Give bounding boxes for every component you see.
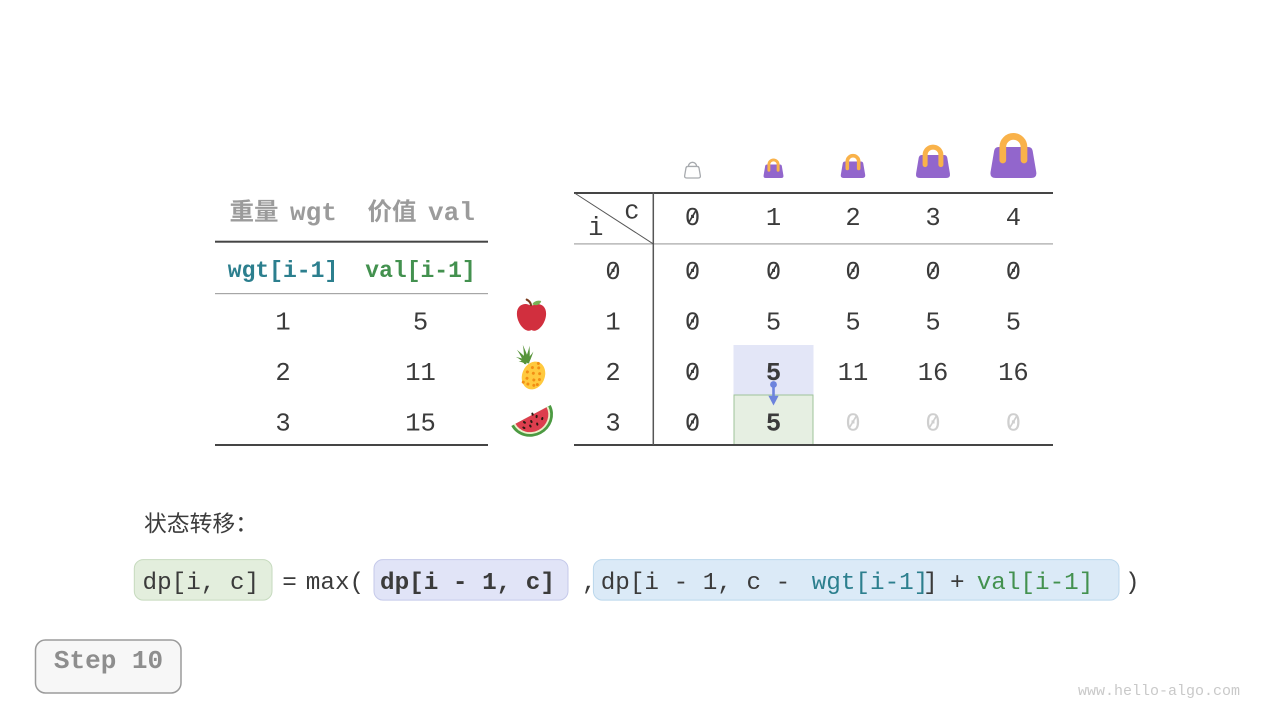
svg-text:0: 0 (925, 258, 940, 287)
svg-text:4: 4 (1006, 204, 1021, 233)
svg-text:wgt[i-1]: wgt[i-1] (812, 570, 929, 597)
svg-text:0: 0 (685, 308, 700, 337)
svg-text:11: 11 (838, 359, 869, 388)
svg-text:0: 0 (845, 258, 860, 287)
svg-text:3: 3 (925, 204, 940, 233)
svg-text:wgt[i-1]: wgt[i-1] (228, 258, 338, 284)
svg-text:2: 2 (605, 359, 620, 388)
svg-text:3: 3 (605, 409, 620, 438)
svg-text:]: ] (923, 570, 938, 597)
svg-text:0: 0 (1006, 409, 1021, 438)
svg-text:val[i-1]: val[i-1] (365, 258, 475, 284)
svg-text:dp[i - 1, c -: dp[i - 1, c - (601, 570, 791, 597)
svg-text:0: 0 (685, 258, 700, 287)
svg-text:15: 15 (405, 409, 436, 438)
svg-text:5: 5 (766, 409, 781, 438)
svg-text:5: 5 (413, 308, 428, 337)
svg-text:): ) (1125, 570, 1140, 597)
svg-text:+: + (950, 570, 965, 597)
svg-text:www.hello-algo.com: www.hello-algo.com (1078, 683, 1240, 700)
svg-text:5: 5 (766, 359, 781, 388)
svg-text:i: i (588, 214, 603, 243)
svg-text:0: 0 (845, 409, 860, 438)
svg-text:5: 5 (925, 308, 940, 337)
svg-text:Step 10: Step 10 (54, 646, 163, 676)
svg-text:0: 0 (685, 359, 700, 388)
svg-text:0: 0 (605, 258, 620, 287)
svg-text:val[i-1]: val[i-1] (977, 570, 1094, 597)
svg-text:0: 0 (685, 409, 700, 438)
svg-text:3: 3 (275, 409, 290, 438)
svg-text:16: 16 (918, 359, 949, 388)
svg-text:wgt: wgt (290, 198, 337, 228)
svg-text:1: 1 (275, 308, 290, 337)
svg-text:1: 1 (766, 204, 781, 233)
svg-text:0: 0 (925, 409, 940, 438)
svg-text:2: 2 (845, 204, 860, 233)
svg-text:=: = (282, 570, 297, 597)
svg-text:dp[i, c]: dp[i, c] (143, 570, 260, 597)
svg-text:0: 0 (766, 258, 781, 287)
svg-text:0: 0 (685, 204, 700, 233)
svg-text:max(: max( (306, 570, 364, 597)
svg-text:5: 5 (1006, 308, 1021, 337)
svg-text:dp[i - 1, c]: dp[i - 1, c] (380, 570, 555, 597)
svg-text:c: c (624, 197, 639, 226)
svg-text:1: 1 (605, 308, 620, 337)
svg-text:0: 0 (1006, 258, 1021, 287)
svg-text:2: 2 (275, 359, 290, 388)
svg-text:5: 5 (845, 308, 860, 337)
svg-text:val: val (428, 198, 475, 228)
svg-text:16: 16 (998, 359, 1029, 388)
svg-text:5: 5 (766, 308, 781, 337)
svg-text:11: 11 (405, 359, 436, 388)
